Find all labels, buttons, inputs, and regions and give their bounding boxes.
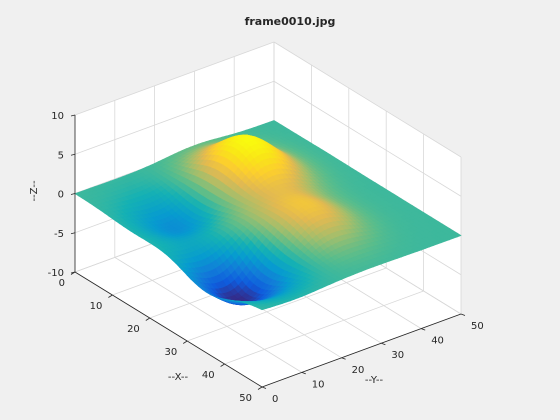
surface-cell — [257, 306, 267, 311]
z-tick-mark — [70, 193, 76, 195]
y-tick-mark — [381, 342, 386, 346]
x-tick-mark — [257, 386, 263, 390]
x-tick-label: 0 — [59, 278, 65, 289]
y-axis-label: --Y-- — [365, 375, 384, 386]
z-axis-label: --Z-- — [29, 180, 40, 202]
y-axis-line — [261, 313, 462, 388]
wall-grid-z — [74, 41, 275, 116]
axes-lines — [70, 114, 466, 390]
chart-title: frame0010.jpg — [245, 15, 336, 28]
y-tick-mark — [421, 328, 426, 331]
z-tick-mark — [70, 153, 76, 156]
y-tick-label: 10 — [312, 379, 325, 390]
y-tick-mark — [261, 386, 267, 389]
x-tick-label: 20 — [127, 324, 140, 335]
y-tick-mark — [301, 372, 306, 375]
y-tick-label: 40 — [431, 336, 444, 347]
x-tick-mark — [145, 317, 151, 321]
z-tick-label: -10 — [48, 268, 64, 279]
y-tick-label: 30 — [391, 350, 404, 361]
z-tick-mark — [70, 232, 76, 235]
y-tick-label: 0 — [272, 394, 278, 405]
floor-grid-x — [224, 290, 424, 365]
x-tick-mark — [220, 363, 225, 367]
y-tick-label: 20 — [352, 365, 365, 376]
floor-grid-x — [187, 267, 387, 342]
y-tick-mark — [460, 313, 466, 316]
wall-grid-z2 — [273, 80, 462, 197]
z-tick-label: 0 — [58, 190, 64, 201]
x-tick-mark — [182, 340, 188, 344]
z-tick-label: 10 — [51, 111, 64, 122]
z-tick-label: 5 — [58, 150, 64, 161]
surface-mesh — [74, 120, 462, 311]
z-tick-mark — [70, 114, 76, 117]
floor-grid-y — [114, 257, 303, 373]
x-tick-mark — [108, 294, 113, 298]
z-tick-label: -5 — [54, 229, 64, 240]
x-axis-line — [74, 271, 263, 388]
tick-labels: 0 10 20 30 40 50 0 10 20 30 40 50 -10 -5 0 5 10 — [48, 111, 484, 405]
x-tick-label: 50 — [239, 393, 252, 404]
wall-grid-z2 — [273, 41, 462, 158]
x-tick-label: 10 — [90, 301, 103, 312]
z-tick-mark — [70, 271, 76, 274]
x-axis-label: --X-- — [168, 372, 189, 383]
wall-grid-z — [74, 80, 275, 155]
x-tick-label: 40 — [202, 370, 215, 381]
y-tick-mark — [341, 357, 346, 360]
x-tick-label: 30 — [164, 347, 177, 358]
y-tick-label: 50 — [471, 321, 484, 332]
